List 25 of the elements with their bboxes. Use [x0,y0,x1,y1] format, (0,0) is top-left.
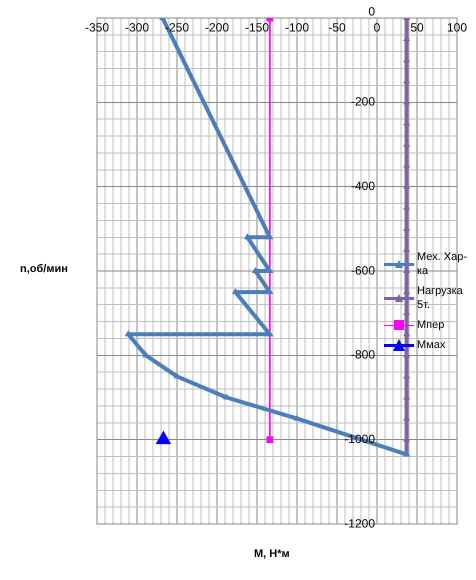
y-tick-label: -800 [350,348,376,362]
point [266,288,273,294]
y-tick-label: -600 [350,263,376,278]
y-tick-label: 0 [368,4,376,18]
x-tick-label: 100 [446,20,468,34]
x-axis-title: М, Н*м [254,548,290,560]
legend-label: Мпер [417,318,444,332]
legend-label: Ммах [417,338,446,352]
x-tick-label: -150 [244,20,270,34]
x-tick-label: -200 [204,20,230,34]
point [266,234,273,240]
point [156,431,171,444]
x-tick-label: -350 [84,20,110,34]
x-tick-label: 50 [410,20,424,34]
y-tick-label: -1200 [344,516,376,530]
x-tick-label: -300 [124,20,150,34]
legend-label: Нагрузка 5т. [417,284,464,312]
legend-label: Мех. Хар-ка [417,250,468,278]
y-tick-label: -200 [350,94,376,109]
y-tick-label: -400 [350,178,376,193]
x-tick-label: -50 [328,20,346,34]
y-axis-title: n,об/мин [20,263,68,275]
point [266,436,274,443]
point [266,330,273,336]
x-tick-label: -100 [284,20,310,34]
